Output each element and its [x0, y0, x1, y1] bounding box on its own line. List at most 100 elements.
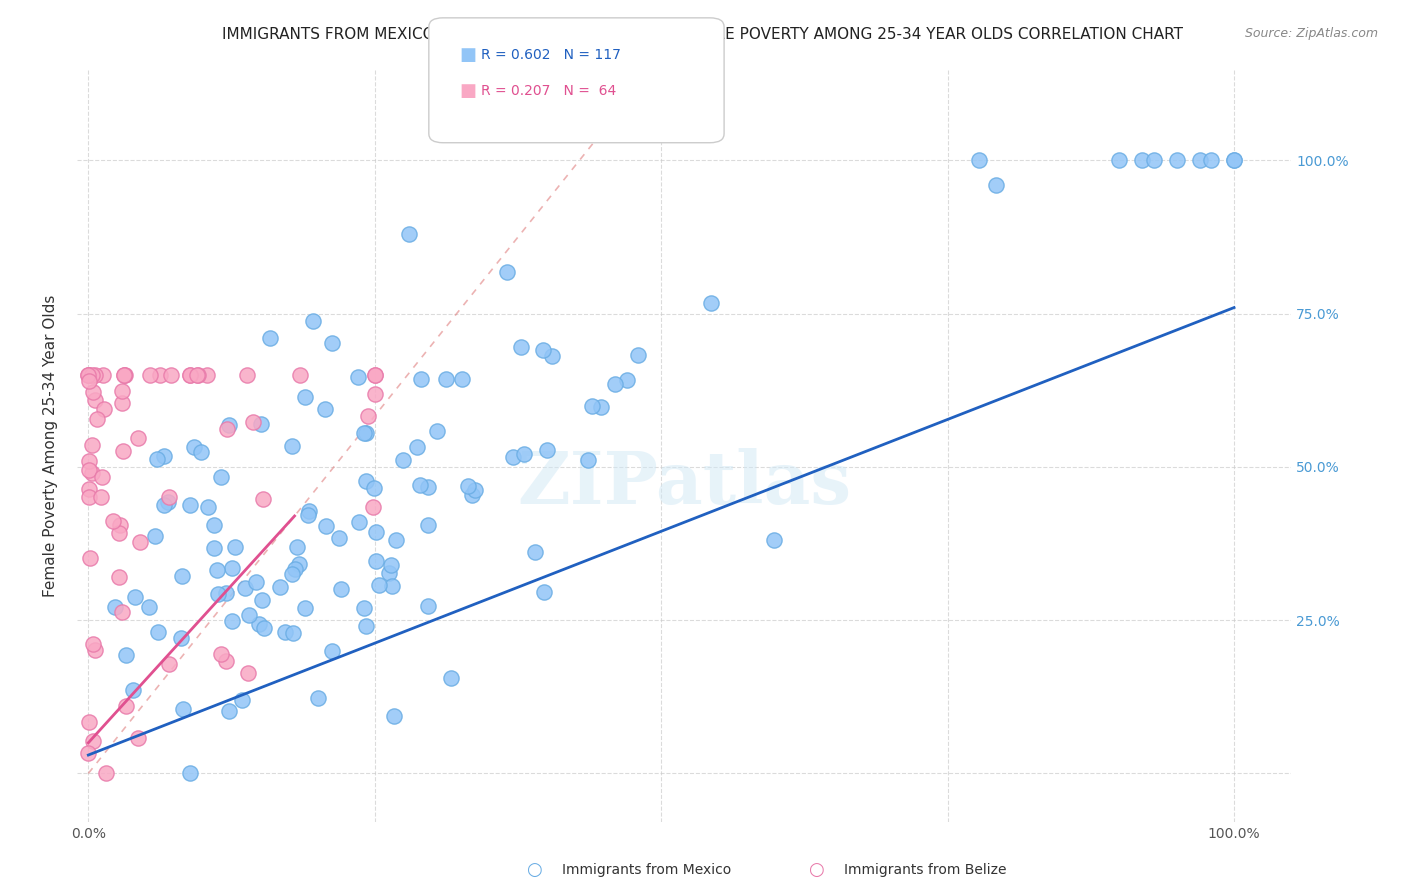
Point [108, 525, 131, 540]
Point [616, 373, 638, 387]
Point [82, 637, 104, 651]
Point [461, 488, 484, 502]
Point [531, 343, 554, 358]
Point [112, 368, 135, 382]
Point [285, 540, 308, 554]
Point [699, 296, 721, 310]
Point [82, 734, 104, 748]
Point [231, 693, 253, 707]
Point [236, 368, 259, 382]
Point [363, 481, 385, 495]
Point [509, 340, 531, 354]
Text: Immigrants from Belize: Immigrants from Belize [844, 863, 1007, 877]
Point [392, 452, 415, 467]
Point [197, 500, 219, 514]
Text: Immigrants from Mexico: Immigrants from Mexico [562, 863, 731, 877]
Point [179, 766, 201, 780]
Point [207, 586, 229, 600]
Point [115, 648, 138, 662]
Point [209, 470, 232, 484]
Point [82, 466, 104, 480]
Point [329, 582, 352, 596]
Point [464, 483, 486, 498]
Point [183, 440, 205, 454]
Point [541, 349, 564, 363]
Point [146, 624, 169, 639]
Point [94, 766, 117, 780]
Point [1132, 153, 1154, 168]
Point [1166, 153, 1188, 168]
Point [202, 541, 225, 555]
Y-axis label: Female Poverty Among 25-34 Year Olds: Female Poverty Among 25-34 Year Olds [44, 294, 58, 597]
Point [143, 529, 166, 543]
Point [149, 368, 172, 382]
Point [195, 368, 218, 382]
Point [364, 368, 387, 382]
Text: Source: ZipAtlas.com: Source: ZipAtlas.com [1244, 27, 1378, 40]
Point [124, 590, 146, 604]
Point [301, 314, 323, 328]
Point [138, 600, 160, 615]
Point [451, 372, 474, 386]
Point [364, 387, 387, 401]
Point [111, 605, 134, 619]
Point [253, 621, 276, 635]
Point [457, 479, 479, 493]
Point [247, 617, 270, 632]
Point [368, 578, 391, 592]
Point [111, 384, 134, 398]
Point [524, 544, 547, 558]
Point [77, 368, 100, 382]
Point [190, 445, 212, 459]
Point [589, 400, 612, 414]
Point [1108, 153, 1130, 168]
Point [84, 643, 107, 657]
Point [236, 665, 259, 680]
Point [170, 569, 193, 583]
Point [280, 439, 302, 453]
Point [364, 368, 387, 382]
Point [233, 581, 256, 595]
Point [186, 368, 208, 382]
Point [179, 368, 201, 382]
Point [406, 440, 429, 454]
Point [269, 580, 291, 594]
Point [108, 570, 131, 584]
Point [77, 463, 100, 477]
Point [381, 578, 404, 592]
Point [82, 368, 104, 382]
Point [145, 451, 167, 466]
Point [290, 368, 312, 382]
Point [114, 699, 136, 714]
Point [281, 566, 304, 581]
Point [153, 498, 176, 512]
Point [361, 500, 384, 514]
Point [416, 518, 439, 533]
Point [581, 399, 603, 413]
Point [209, 647, 232, 661]
Point [238, 608, 260, 623]
Point [284, 562, 307, 576]
Point [513, 447, 536, 461]
Point [307, 691, 329, 706]
Point [354, 425, 377, 440]
Point [967, 153, 990, 168]
Point [259, 331, 281, 345]
Point [416, 480, 439, 494]
Point [77, 374, 100, 388]
Point [157, 491, 180, 505]
Point [127, 731, 149, 745]
Point [1199, 153, 1222, 168]
Point [221, 560, 243, 574]
Text: ○: ○ [807, 861, 824, 879]
Point [170, 632, 193, 646]
Point [139, 368, 162, 382]
Point [356, 618, 378, 632]
Point [434, 372, 457, 386]
Point [763, 533, 786, 547]
Point [77, 454, 100, 468]
Point [111, 396, 134, 410]
Point [91, 368, 114, 382]
Point [82, 384, 104, 399]
Point [217, 422, 239, 436]
